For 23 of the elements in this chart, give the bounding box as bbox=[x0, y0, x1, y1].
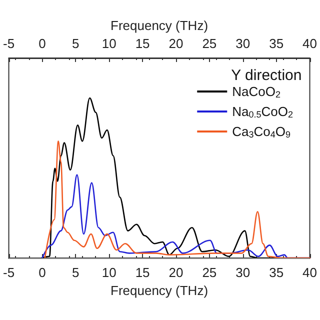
x-axis-title: Frequency (THz) bbox=[110, 282, 208, 298]
x2-tick-label: 0 bbox=[38, 36, 46, 51]
x2-tick-label: 5 bbox=[72, 36, 80, 51]
x2-tick-label: 20 bbox=[168, 36, 184, 51]
x2-tick-label: 35 bbox=[269, 36, 284, 51]
x-tick-label: -5 bbox=[3, 265, 15, 280]
x-tick-label: 30 bbox=[236, 265, 250, 280]
x2-tick-label: 15 bbox=[135, 36, 150, 51]
x-tick-label: 35 bbox=[269, 265, 284, 280]
x-tick-label: 40 bbox=[302, 265, 318, 280]
x-tick-label: 15 bbox=[135, 265, 150, 280]
x2-tick-label: 10 bbox=[102, 36, 116, 51]
text: Y direction bbox=[231, 67, 302, 84]
x-tick-label: 5 bbox=[72, 265, 80, 280]
x2-tick-label: -5 bbox=[3, 36, 15, 51]
x2-tick-label: 25 bbox=[202, 36, 217, 51]
x-tick-label: 0 bbox=[38, 265, 46, 280]
x2-axis-title: Frequency (THz) bbox=[110, 18, 208, 34]
x2-tick-label: 40 bbox=[302, 36, 318, 51]
x-tick-label: 20 bbox=[168, 265, 184, 280]
x-tick-label: 25 bbox=[202, 265, 217, 280]
x2-tick-label: 30 bbox=[236, 36, 250, 51]
x-tick-label: 10 bbox=[102, 265, 116, 280]
